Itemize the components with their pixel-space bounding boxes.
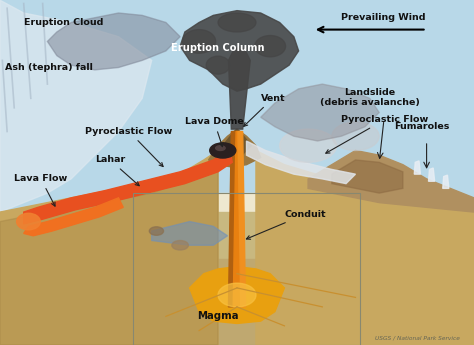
Ellipse shape	[255, 36, 286, 57]
Text: Lava Flow: Lava Flow	[14, 174, 67, 206]
Polygon shape	[261, 84, 379, 141]
Ellipse shape	[332, 122, 379, 150]
Polygon shape	[238, 131, 246, 307]
Polygon shape	[308, 150, 474, 212]
Bar	[0, 259, 474, 345]
Ellipse shape	[17, 213, 40, 230]
Polygon shape	[228, 131, 236, 307]
Text: Landslide
(debris avalanche): Landslide (debris avalanche)	[320, 88, 419, 107]
Polygon shape	[152, 221, 228, 245]
Text: Vent: Vent	[244, 94, 285, 126]
Polygon shape	[228, 46, 250, 129]
Ellipse shape	[149, 227, 164, 235]
Bar	[0, 212, 474, 345]
Text: Lava Dome: Lava Dome	[185, 117, 244, 147]
Polygon shape	[0, 160, 218, 345]
Polygon shape	[246, 141, 356, 184]
Ellipse shape	[182, 30, 216, 53]
Ellipse shape	[210, 143, 236, 158]
Text: Conduit: Conduit	[246, 210, 326, 239]
Ellipse shape	[206, 56, 230, 74]
Polygon shape	[0, 0, 152, 212]
Polygon shape	[256, 150, 474, 345]
Text: Fumaroles: Fumaroles	[394, 122, 449, 131]
Polygon shape	[209, 129, 261, 167]
Text: Eruption Cloud: Eruption Cloud	[24, 18, 103, 27]
Ellipse shape	[218, 283, 256, 307]
Text: USGS / National Park Service: USGS / National Park Service	[375, 335, 460, 340]
Polygon shape	[47, 13, 180, 70]
Ellipse shape	[172, 240, 188, 250]
Polygon shape	[223, 129, 251, 158]
Polygon shape	[428, 168, 435, 181]
Text: Ash (tephra) fall: Ash (tephra) fall	[5, 63, 92, 72]
Polygon shape	[332, 160, 403, 193]
Ellipse shape	[218, 13, 256, 32]
Text: Lahar: Lahar	[95, 155, 139, 186]
Text: Prevailing Wind: Prevailing Wind	[341, 13, 426, 22]
Text: Eruption Column: Eruption Column	[171, 43, 265, 53]
Bar	[133, 193, 360, 345]
Text: Pyroclastic Flow: Pyroclastic Flow	[326, 115, 428, 153]
Text: Magma: Magma	[197, 311, 239, 321]
Ellipse shape	[216, 146, 225, 150]
Text: Pyroclastic Flow: Pyroclastic Flow	[85, 127, 173, 167]
Polygon shape	[233, 131, 241, 307]
Ellipse shape	[280, 129, 337, 162]
Polygon shape	[443, 175, 449, 188]
Polygon shape	[414, 161, 420, 174]
Polygon shape	[38, 155, 225, 216]
Polygon shape	[180, 11, 299, 91]
Bar	[133, 193, 360, 345]
Polygon shape	[24, 150, 232, 224]
Polygon shape	[0, 150, 218, 345]
Polygon shape	[190, 267, 284, 324]
Polygon shape	[24, 198, 123, 236]
